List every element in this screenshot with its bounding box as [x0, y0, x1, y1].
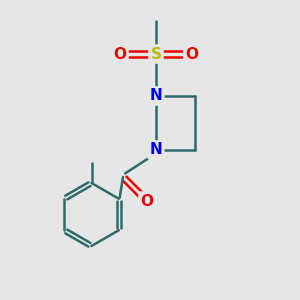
Text: S: S	[151, 46, 161, 62]
Text: O: O	[113, 46, 127, 62]
Text: O: O	[185, 46, 199, 62]
Text: O: O	[140, 194, 154, 208]
Text: N: N	[150, 142, 162, 158]
Text: N: N	[150, 88, 162, 104]
